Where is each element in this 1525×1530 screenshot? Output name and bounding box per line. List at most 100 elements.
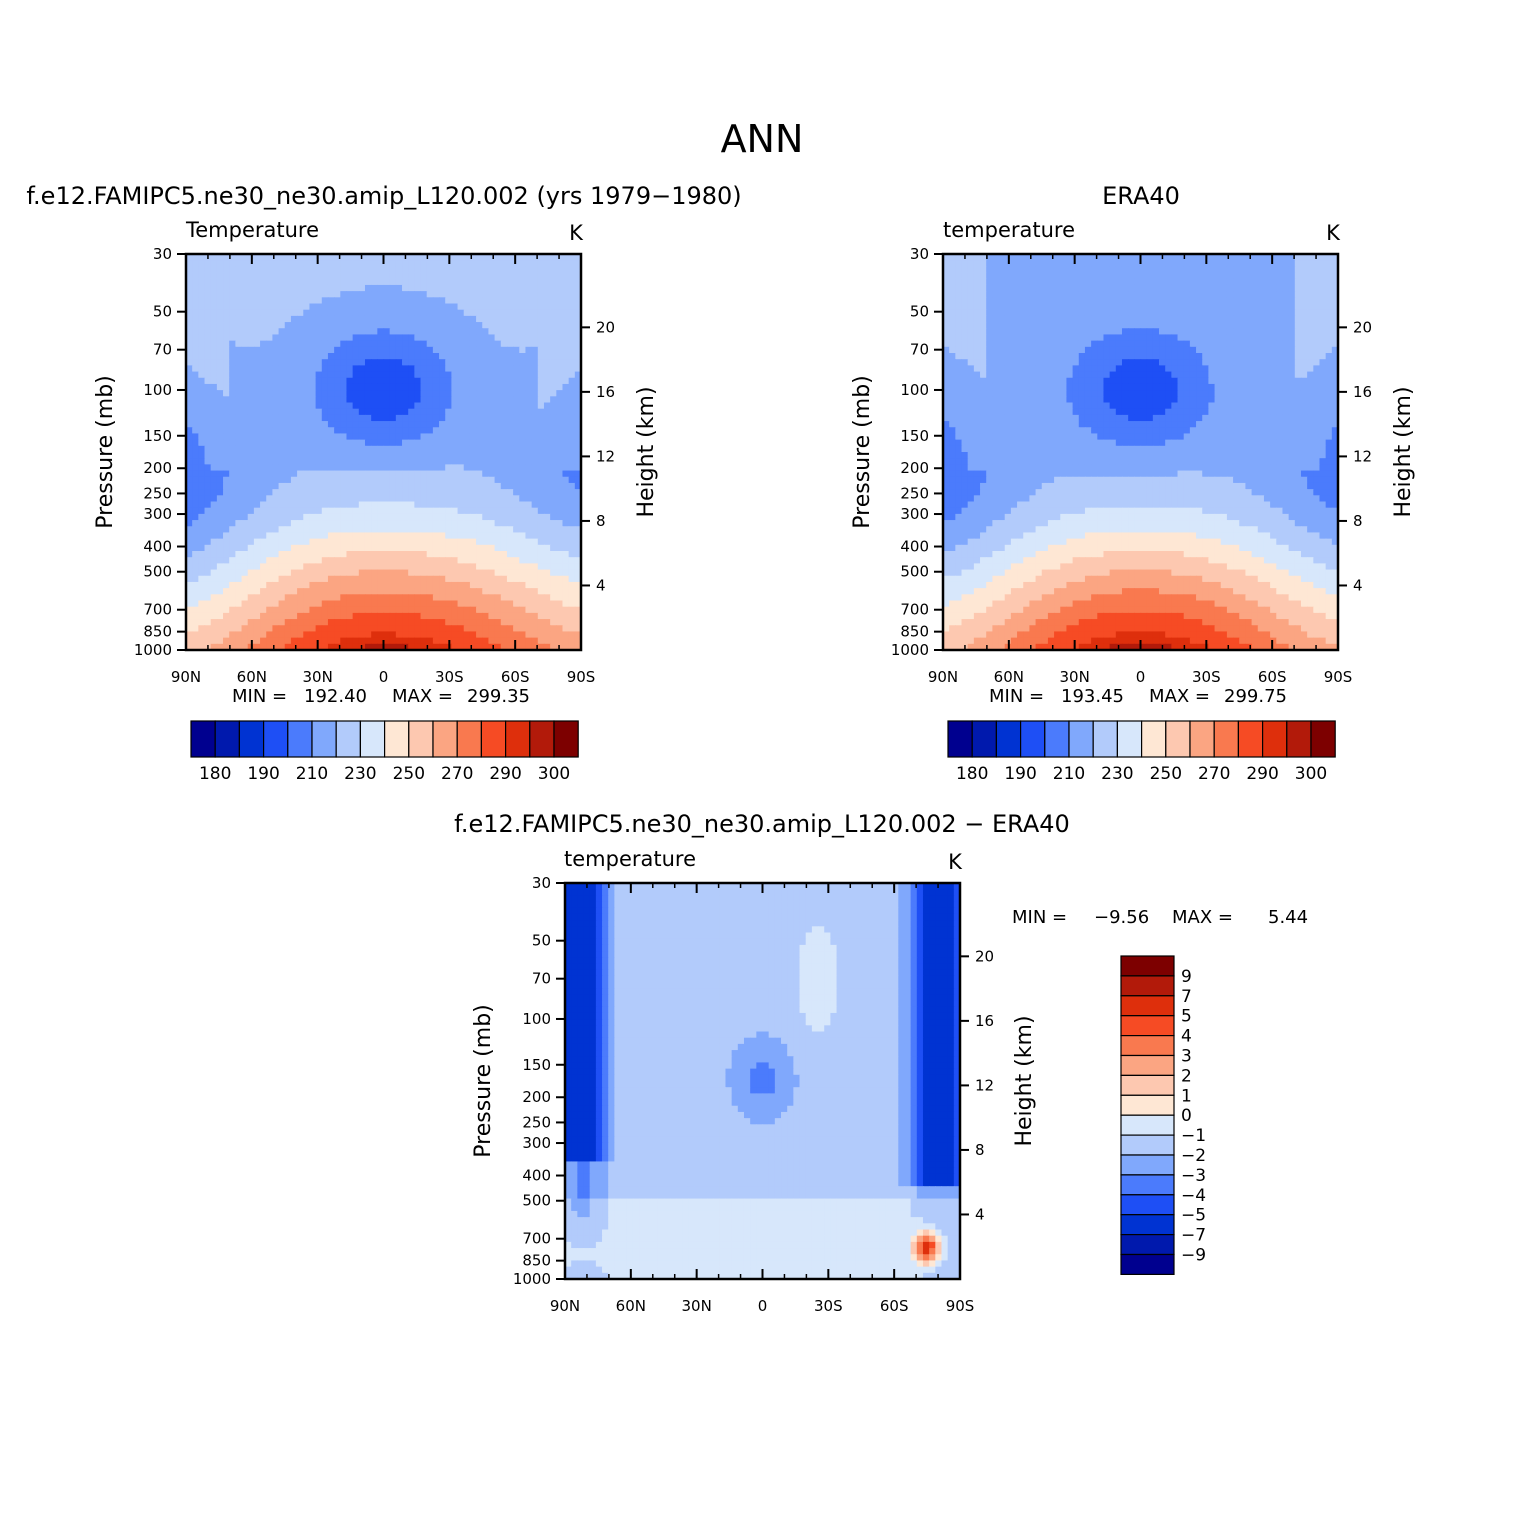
- contour-cell: [562, 601, 569, 608]
- contour-cell: [427, 557, 434, 564]
- contour-cell: [1023, 304, 1030, 311]
- contour-cell: [396, 526, 403, 533]
- contour-cell: [235, 625, 242, 632]
- contour-cell: [544, 384, 551, 391]
- contour-cell: [414, 489, 421, 496]
- contour-cell: [427, 483, 434, 490]
- colorbar-box: [409, 721, 433, 757]
- contour-cell: [556, 341, 563, 348]
- contour-cell: [303, 607, 310, 614]
- contour-cell: [495, 514, 502, 521]
- contour-cell: [513, 458, 520, 465]
- contour-cell: [495, 520, 502, 527]
- contour-cell: [297, 631, 304, 638]
- contour-cell: [260, 409, 267, 416]
- contour-cell: [254, 545, 261, 552]
- contour-cell: [371, 316, 378, 323]
- contour-cell: [538, 266, 545, 273]
- contour-cell: [1085, 279, 1092, 286]
- contour-cell: [408, 458, 415, 465]
- contour-cell: [439, 266, 446, 273]
- contour-cell: [408, 551, 415, 558]
- contour-cell: [192, 619, 199, 626]
- contour-cell: [513, 551, 520, 558]
- contour-cell: [569, 260, 576, 267]
- contour-cell: [470, 495, 477, 502]
- contour-cell: [285, 446, 292, 453]
- contour-cell: [377, 631, 384, 638]
- contour-cell: [538, 328, 545, 335]
- contour-cell: [999, 291, 1006, 298]
- contour-cell: [538, 353, 545, 360]
- contour-cell: [532, 310, 539, 317]
- model-panel-units: K: [569, 221, 584, 245]
- contour-cell: [1319, 310, 1326, 317]
- contour-cell: [223, 576, 230, 583]
- contour-cell: [346, 341, 353, 348]
- contour-cell: [501, 378, 508, 385]
- contour-cell: [414, 359, 421, 366]
- contour-cell: [569, 576, 576, 583]
- contour-cell: [427, 310, 434, 317]
- contour-cell: [1270, 310, 1277, 317]
- contour-cell: [285, 551, 292, 558]
- contour-cell: [451, 279, 458, 286]
- contour-cell: [272, 458, 279, 465]
- contour-cell: [359, 625, 366, 632]
- contour-cell: [507, 341, 514, 348]
- contour-cell: [488, 638, 495, 645]
- contour-cell: [390, 563, 397, 570]
- contour-cell: [223, 304, 230, 311]
- contour-cell: [396, 514, 403, 521]
- contour-cell: [955, 291, 962, 298]
- contour-cell: [525, 415, 532, 422]
- contour-cell: [390, 328, 397, 335]
- contour-cell: [451, 613, 458, 620]
- contour-cell: [192, 291, 199, 298]
- contour-cell: [519, 489, 526, 496]
- contour-cell: [513, 601, 520, 608]
- contour-cell: [507, 631, 514, 638]
- contour-cell: [235, 266, 242, 273]
- contour-cell: [365, 285, 372, 292]
- contour-cell: [334, 304, 341, 311]
- contour-cell: [464, 390, 471, 397]
- contour-cell: [556, 489, 563, 496]
- contour-cell: [242, 446, 249, 453]
- contour-cell: [254, 279, 261, 286]
- contour-cell: [550, 347, 557, 354]
- contour-cell: [488, 365, 495, 372]
- contour-cell: [377, 353, 384, 360]
- contour-cell: [1153, 304, 1160, 311]
- contour-cell: [217, 310, 224, 317]
- contour-cell: [482, 452, 489, 459]
- contour-cell: [297, 372, 304, 379]
- contour-cell: [556, 588, 563, 595]
- contour-cell: [402, 310, 409, 317]
- contour-cell: [316, 446, 323, 453]
- contour-cell: [1029, 273, 1036, 280]
- contour-cell: [445, 613, 452, 620]
- contour-cell: [303, 557, 310, 564]
- contour-cell: [513, 619, 520, 626]
- contour-cell: [1005, 279, 1012, 286]
- contour-cell: [242, 570, 249, 577]
- contour-cell: [266, 291, 273, 298]
- contour-cell: [211, 316, 218, 323]
- contour-cell: [198, 483, 205, 490]
- contour-cell: [291, 334, 298, 341]
- contour-cell: [353, 539, 360, 546]
- contour-cell: [1159, 322, 1166, 329]
- contour-cell: [1239, 316, 1246, 323]
- contour-cell: [359, 508, 366, 515]
- contour-cell: [297, 396, 304, 403]
- contour-cell: [198, 526, 205, 533]
- contour-cell: [297, 415, 304, 422]
- contour-cell: [371, 322, 378, 329]
- contour-cell: [291, 291, 298, 298]
- contour-cell: [556, 495, 563, 502]
- contour-cell: [458, 563, 465, 570]
- contour-cell: [470, 551, 477, 558]
- contour-cell: [229, 409, 236, 416]
- contour-cell: [365, 390, 372, 397]
